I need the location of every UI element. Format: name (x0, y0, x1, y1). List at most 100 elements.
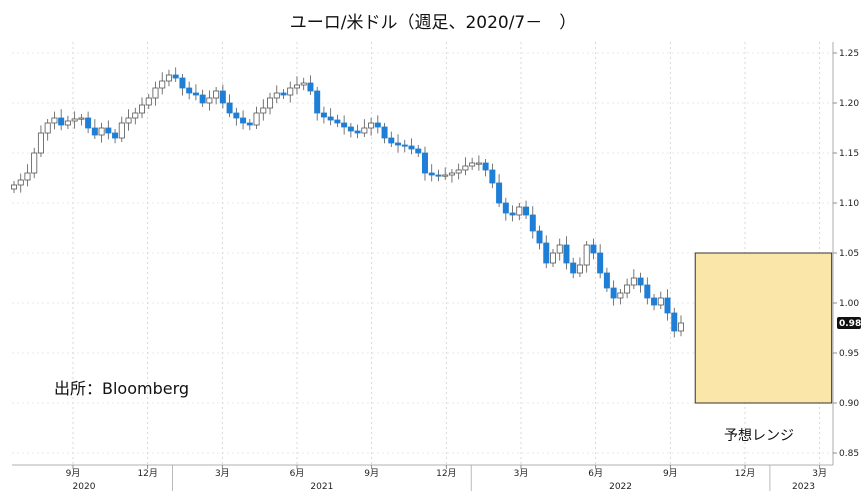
candle (71, 111, 78, 129)
candle-down (280, 92, 287, 96)
candle (428, 164, 435, 182)
candle-up (31, 152, 38, 174)
x-tick-label: 3月 (514, 468, 529, 479)
x-tick-label: 6月 (588, 468, 603, 479)
candle-up (152, 87, 159, 99)
y-tick-label: 1.00 (839, 299, 859, 309)
candle (98, 122, 105, 143)
candle-down (219, 90, 226, 104)
candle (549, 249, 556, 267)
candle-up (139, 104, 146, 114)
candle-up (51, 117, 58, 124)
candle (219, 84, 226, 109)
candle-down (347, 126, 354, 132)
candle-down (85, 117, 92, 129)
candle-up (455, 169, 462, 174)
candle-up (462, 165, 469, 171)
y-axis: 1.25 1.20 1.15 1.10 1.05 1.00 0.95 0.90 0.85 (833, 49, 859, 459)
y-tick-label: 1.25 (839, 49, 859, 59)
candle-down (105, 127, 112, 134)
candles (10, 67, 685, 338)
candle-up (657, 297, 664, 306)
candle-down (415, 148, 422, 154)
candle-down (536, 230, 543, 244)
candle-down (395, 142, 402, 146)
last-value-label: 0.98 (839, 319, 861, 329)
candle (536, 225, 543, 250)
candle-down (320, 112, 327, 118)
candle (206, 90, 213, 111)
candle (280, 89, 287, 99)
candle (300, 77, 307, 91)
candle-up (475, 162, 482, 165)
candle-down (590, 244, 597, 254)
candle-down (314, 90, 321, 114)
candle-up (10, 184, 17, 190)
candle (51, 111, 58, 130)
chart-title: ユーロ/米ドル（週足、2020/7－ ） (290, 13, 577, 33)
candle (624, 278, 631, 299)
candle (388, 131, 395, 147)
year-label: 2020 (73, 482, 96, 492)
candle (334, 114, 341, 127)
candle-down (651, 297, 658, 306)
candle (341, 115, 348, 135)
candle-up (469, 162, 476, 167)
candle-up (125, 117, 132, 124)
candle-down (233, 112, 240, 119)
candle-down (388, 137, 395, 144)
candle-down (529, 214, 536, 232)
y-tick-label: 1.15 (839, 149, 859, 159)
x-tick-label: 6月 (290, 468, 305, 479)
candle-down (240, 117, 247, 124)
candle (118, 116, 125, 142)
year-label: 2021 (310, 482, 333, 492)
candle-up (448, 172, 455, 176)
candle (442, 167, 449, 180)
candle-up (17, 179, 24, 186)
candle (273, 85, 280, 104)
candle (17, 173, 24, 193)
candle-up (165, 74, 172, 82)
candle-down (179, 77, 186, 89)
candle (213, 87, 220, 105)
candle (307, 75, 314, 95)
candle (570, 257, 577, 279)
candle-up (260, 107, 267, 114)
candle-up (300, 82, 307, 86)
candle-up (368, 122, 375, 129)
y-tick-label: 1.10 (839, 199, 859, 209)
candle-up (213, 90, 220, 99)
last-value-marker: 0.98 (837, 317, 861, 329)
candle (85, 111, 92, 134)
candle (381, 123, 388, 144)
candle-down (570, 262, 577, 274)
candle-down (246, 122, 253, 126)
candle-down (226, 102, 233, 114)
candle (186, 81, 193, 100)
y-tick-label: 1.20 (839, 99, 859, 109)
forecast-range-box (694, 252, 833, 404)
candle (31, 147, 38, 179)
candle (603, 267, 610, 292)
candle-down (334, 119, 341, 124)
candle (475, 155, 482, 171)
candle (44, 119, 51, 141)
candle (145, 94, 152, 109)
candle-down (341, 122, 348, 128)
x-tick-label: 12月 (436, 468, 456, 479)
forecast-range-label: 予想レンジ (724, 428, 794, 444)
candle-up (71, 118, 78, 122)
candle (354, 124, 361, 139)
candle (516, 203, 523, 221)
candle-up (549, 252, 556, 264)
candle (253, 106, 260, 129)
candle (58, 109, 65, 131)
candle-down (374, 122, 381, 128)
candle (165, 69, 172, 87)
candle (10, 181, 17, 193)
candle-down (644, 284, 651, 299)
candle (287, 81, 294, 103)
candle (576, 257, 583, 277)
candle-up (361, 127, 368, 134)
